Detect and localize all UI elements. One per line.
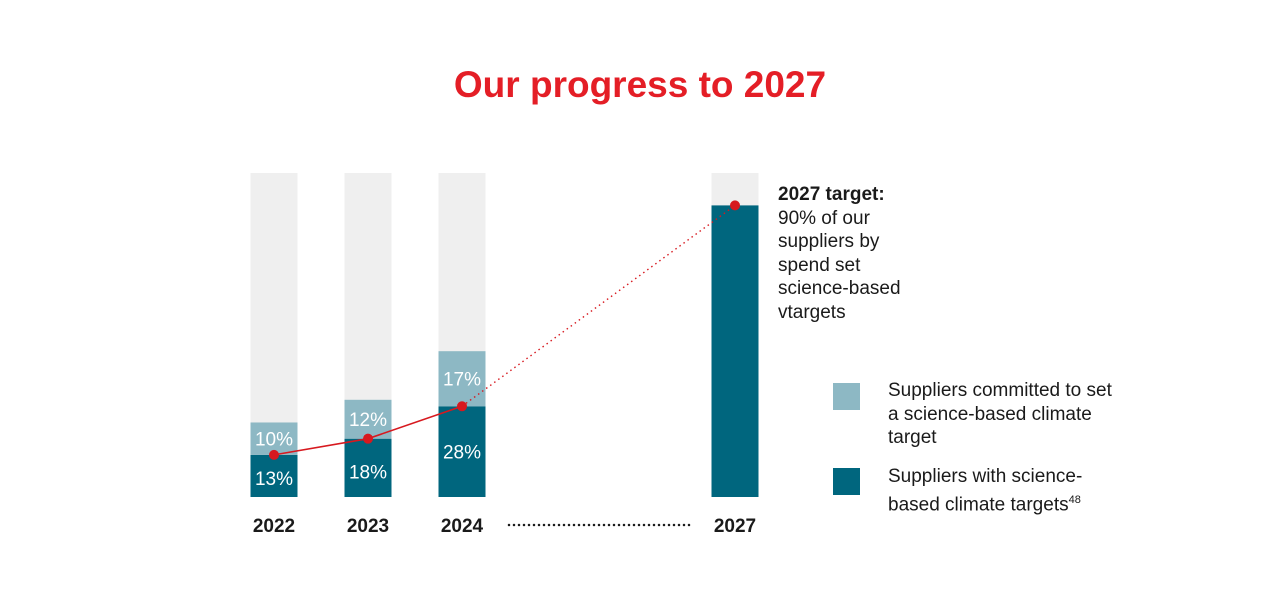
legend-label-committed-text: Suppliers committed to set a science-bas… bbox=[888, 380, 1112, 448]
data-label-committed-2024: 17% bbox=[443, 370, 481, 391]
data-label-committed-2023: 12% bbox=[349, 410, 387, 431]
legend-footnote-ref: 48 bbox=[1068, 493, 1081, 506]
trend-point-2022 bbox=[269, 449, 279, 460]
legend-label-science-based: Suppliers with science-based climate tar… bbox=[888, 465, 1118, 516]
trend-point-2023 bbox=[363, 433, 373, 444]
x-tick-label-2027: 2027 bbox=[714, 516, 756, 537]
trend-point-2024 bbox=[457, 401, 467, 412]
target-annotation: 2027 target: 90% of our suppliers by spe… bbox=[778, 183, 928, 324]
legend-label-science-based-text: Suppliers with science-based climate tar… bbox=[888, 466, 1083, 515]
trend-point-2027 bbox=[730, 200, 740, 211]
legend-swatch-science-based bbox=[833, 468, 860, 495]
bar-committed-2024 bbox=[438, 351, 486, 407]
data-label-science-based-2022: 13% bbox=[255, 469, 293, 490]
target-annotation-text: 90% of our suppliers by spend set scienc… bbox=[778, 207, 901, 323]
legend-label-committed: Suppliers committed to set a science-bas… bbox=[888, 379, 1118, 450]
bar-committed-2023 bbox=[344, 399, 392, 439]
data-label-science-based-2024: 28% bbox=[443, 443, 481, 464]
data-label-science-based-2023: 18% bbox=[349, 463, 387, 484]
data-label-committed-2022: 10% bbox=[255, 430, 293, 451]
bar-science-based-2027 bbox=[711, 205, 759, 497]
chart-title: Our progress to 2027 bbox=[453, 64, 827, 105]
legend-swatch-committed bbox=[833, 383, 860, 410]
bar-science-based-2022 bbox=[250, 454, 298, 497]
x-tick-label-2024: 2024 bbox=[441, 516, 484, 537]
x-tick-label-2023: 2023 bbox=[347, 516, 389, 537]
target-annotation-heading: 2027 target: bbox=[778, 184, 885, 205]
x-tick-label-2022: 2022 bbox=[253, 516, 295, 537]
bar-science-based-2024 bbox=[438, 406, 486, 497]
bar-science-based-2023 bbox=[344, 438, 392, 497]
bar-committed-2022 bbox=[250, 422, 298, 455]
trend-line-projection bbox=[461, 204, 736, 407]
